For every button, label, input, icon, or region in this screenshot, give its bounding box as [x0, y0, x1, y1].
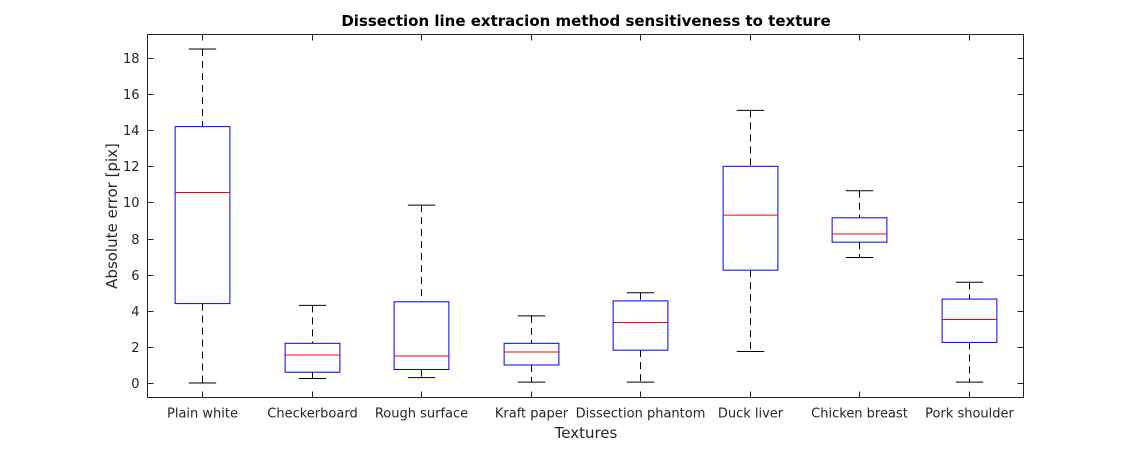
y-axis: 0 2 4 6 8 10 12 14 16 18: [123, 52, 1024, 392]
x-tick-label: Plain white: [167, 407, 238, 422]
x-tick-label: Kraft paper: [495, 407, 569, 422]
y-tick-label: 2: [131, 341, 139, 356]
x-axis-label: Textures: [554, 424, 618, 442]
x-tick-label: Rough surface: [375, 407, 468, 422]
x-axis: Plain white Checkerboard Rough surface Kraf…: [167, 34, 1015, 422]
box-7: [831, 190, 888, 259]
box-iqr: [174, 126, 231, 305]
box-iqr: [503, 342, 560, 366]
box-iqr: [284, 342, 341, 373]
x-tick-label: Checkerboard: [267, 407, 357, 422]
x-tick-label: Duck liver: [718, 407, 784, 422]
box-iqr: [722, 165, 779, 271]
box-8: [941, 281, 998, 383]
y-tick-label: 10: [123, 196, 140, 211]
box-iqr: [393, 301, 450, 371]
x-tick-label: Dissection phantom: [576, 407, 706, 422]
x-tick-label: Chicken breast: [811, 407, 908, 422]
box-iqr: [831, 217, 888, 243]
box-iqr: [941, 298, 998, 343]
y-tick-label: 18: [123, 52, 140, 67]
x-tick-label: Pork shoulder: [925, 407, 1014, 422]
box-4: [503, 315, 560, 383]
box-series: [174, 48, 998, 384]
chart-title: Dissection line extracion method sensiti…: [341, 12, 830, 30]
y-tick-label: 4: [131, 305, 139, 320]
y-tick-label: 12: [123, 160, 140, 175]
y-tick-label: 16: [123, 88, 140, 103]
y-tick-label: 8: [131, 233, 139, 248]
y-tick-label: 0: [131, 377, 139, 392]
box-5: [612, 292, 669, 383]
box-3: [393, 204, 450, 379]
plot-area-frame: [147, 34, 1024, 398]
y-tick-label: 6: [131, 269, 139, 284]
y-axis-label: Absolute error [pix]: [103, 143, 121, 289]
box-2: [284, 304, 341, 380]
box-6: [722, 109, 779, 352]
box-1: [174, 48, 231, 384]
box-iqr: [612, 300, 669, 351]
y-tick-label: 14: [123, 124, 140, 139]
